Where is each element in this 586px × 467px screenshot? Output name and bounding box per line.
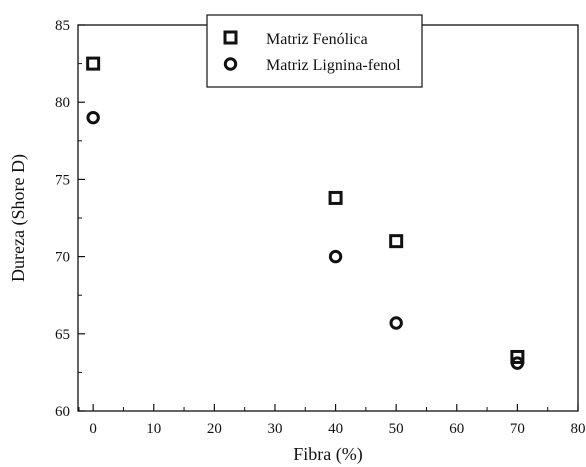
y-tick-label: 75 [55,172,70,188]
x-tick-label: 50 [389,421,404,437]
legend-box [206,14,423,88]
data-point-square [328,190,343,205]
data-point-circle [86,110,100,125]
legend-label-lignina-fenol: Matriz Lignina-fenol [266,57,401,74]
legend-square-marker [223,30,238,45]
x-tick-label: 80 [571,421,586,437]
y-axis-tick-labels: 60 65 70 75 80 85 [55,18,70,420]
data-markers [86,56,525,370]
legend-label-fenolica: Matriz Fenólica [266,31,368,48]
y-axis-title: Dureza (Shore D) [8,154,29,282]
x-axis-tick-labels: 0 10 20 30 40 50 60 70 80 [89,421,585,437]
legend: Matriz Fenólica Matriz Lignina-fenol [206,14,423,88]
x-tick-label: 20 [207,421,222,437]
data-point-square [86,56,101,71]
y-tick-label: 70 [55,250,70,266]
x-tick-label: 40 [328,421,343,437]
x-tick-label: 30 [267,421,282,437]
data-point-square [389,234,404,249]
y-tick-label: 65 [55,327,70,343]
data-point-circle [510,356,525,370]
data-point-circle [389,316,403,330]
y-axis-ticks [78,24,85,412]
data-point-square [510,349,525,364]
x-axis-ticks [78,404,579,411]
x-tick-label: 60 [449,421,464,437]
y-tick-label: 80 [55,95,70,111]
x-tick-label: 70 [510,421,525,437]
y-tick-label: 85 [55,18,70,34]
plot-area: 0 10 20 30 40 50 60 70 80 60 65 70 75 80 85 [55,18,586,437]
legend-circle-marker [223,57,238,71]
x-tick-label: 10 [146,421,161,437]
data-point-circle [328,249,343,264]
x-tick-label: 0 [89,421,97,437]
x-axis-title: Fibra (%) [293,444,362,465]
y-tick-label: 60 [55,404,70,420]
